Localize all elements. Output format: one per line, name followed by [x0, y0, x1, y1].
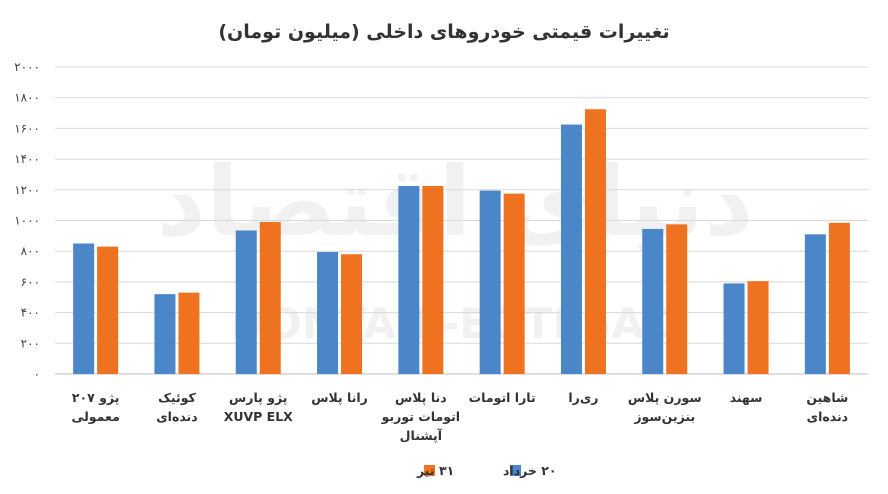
bar: [560, 124, 582, 374]
bar: [154, 294, 176, 374]
x-tick-label: بنزین‌سوز: [633, 409, 695, 424]
x-tick-label: دنده‌ای: [156, 409, 197, 424]
legend-label: ۲۰ خرداد: [503, 463, 557, 478]
bar: [235, 230, 257, 374]
chart-title: تغییرات قیمتی خودروهای داخلی (میلیون توم…: [218, 21, 669, 43]
bars: [73, 109, 850, 375]
bar: [642, 228, 664, 374]
watermark-latin: DONYA-E-EQTESAD: [231, 299, 679, 348]
y-axis: ۰ ۲۰۰ ۴۰۰ ۶۰۰ ۸۰۰ ۱۰۰۰ ۱۲۰۰ ۱۴۰۰ ۱۶۰۰ ۱۸۰۰ ۲۰۰۰: [14, 60, 40, 381]
legend-swatch: [424, 465, 435, 476]
x-tick-label: اتومات توربو: [381, 409, 460, 424]
legend: ۲۰ خرداد ۳۱ تیر: [416, 463, 557, 478]
y-tick-label: ۴۰۰: [21, 306, 40, 320]
bar: [97, 246, 119, 374]
bar: [723, 283, 745, 374]
bar: [747, 281, 769, 374]
x-tick-label: کوئیک: [158, 390, 196, 405]
y-tick-label: ۱۰۰۰: [14, 214, 40, 228]
bar: [73, 243, 95, 374]
y-tick-label: ۸۰۰: [21, 244, 40, 258]
bar: [503, 193, 525, 374]
y-tick-label: ۰: [34, 367, 40, 381]
bar: [422, 185, 444, 374]
x-axis: پژو ۲۰۷ معمولی کوئیک دنده‌ای پژو پارس XUVP EL…: [71, 390, 848, 443]
y-tick-label: ۲۰۰: [21, 336, 40, 350]
x-tick-label: دنده‌ای: [807, 409, 848, 424]
bar: [479, 190, 501, 374]
bar: [584, 109, 606, 375]
bar: [317, 251, 339, 374]
x-tick-label: آپشنال: [400, 428, 443, 443]
x-tick-label: سهند: [730, 390, 763, 405]
bar: [341, 254, 363, 374]
x-tick-label: پژو ۲۰۷: [72, 390, 119, 405]
bar: [666, 224, 688, 374]
y-tick-label: ۱۲۰۰: [14, 183, 40, 197]
bar: [178, 292, 200, 374]
y-tick-label: ۱۴۰۰: [14, 152, 40, 166]
legend-swatch: [510, 465, 521, 476]
x-tick-label: شاهین: [806, 390, 848, 405]
legend-label: ۳۱ تیر: [416, 463, 454, 478]
y-tick-label: ۲۰۰۰: [14, 60, 40, 74]
x-tick-label: رانا پلاس: [311, 390, 368, 405]
x-tick-label: پژو پارس: [229, 390, 287, 405]
x-tick-label: معمولی: [71, 409, 119, 424]
bar: [804, 234, 826, 374]
y-tick-label: ۱۸۰۰: [14, 91, 40, 105]
bar: [259, 222, 281, 374]
x-tick-label: سورن پلاس: [628, 390, 702, 405]
x-tick-label: ری‌را: [568, 390, 598, 405]
x-tick-label: دنا پلاس: [395, 390, 447, 405]
y-tick-label: ۱۶۰۰: [14, 121, 40, 135]
x-tick-label: تارا اتومات: [469, 390, 536, 405]
x-tick-label: XUVP ELX: [224, 409, 293, 424]
bar: [828, 222, 850, 374]
gridlines: [55, 66, 868, 375]
bar: [398, 185, 420, 374]
y-tick-label: ۶۰۰: [21, 275, 40, 289]
